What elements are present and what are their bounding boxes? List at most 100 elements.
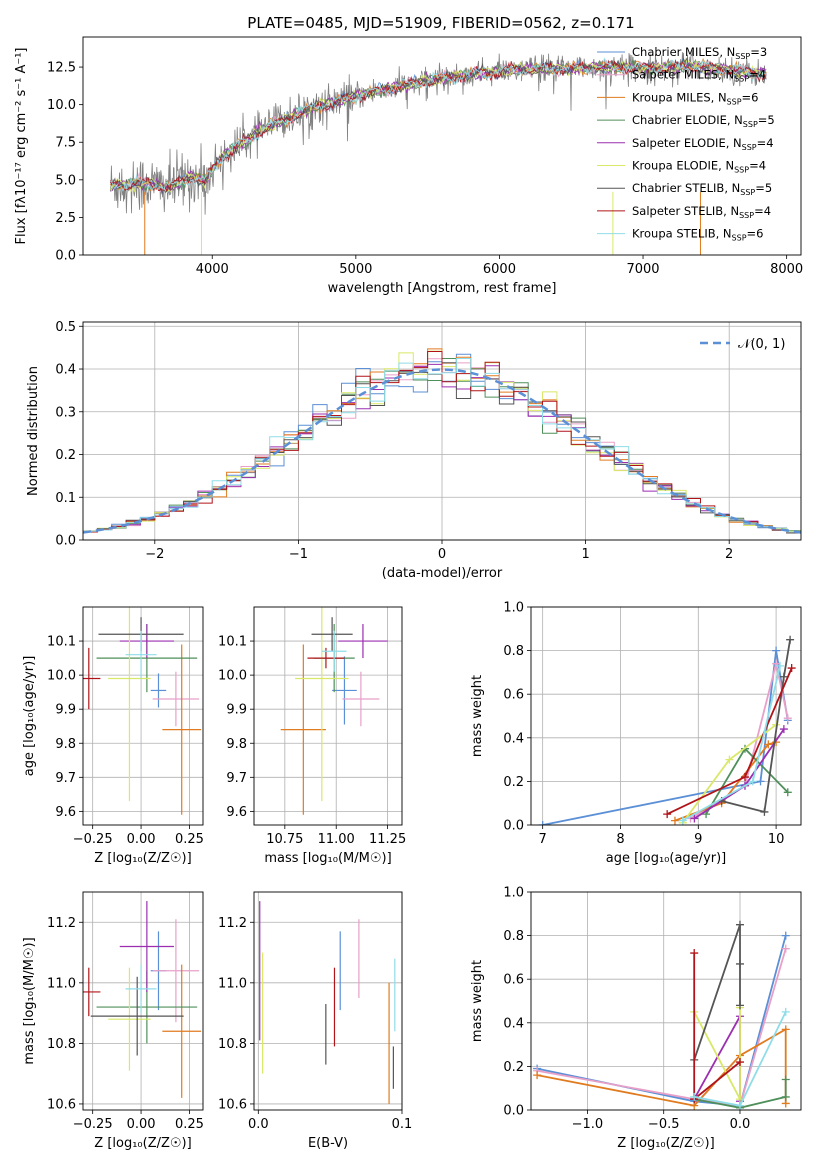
series-marker bbox=[735, 1101, 744, 1110]
axes-frame bbox=[530, 606, 802, 826]
series-line bbox=[693, 924, 741, 1061]
legend-label: Chabrier ELODIE, NSSP=5 bbox=[632, 113, 775, 129]
series-marker bbox=[786, 635, 795, 644]
series-marker bbox=[781, 1007, 790, 1016]
series-marker bbox=[538, 821, 547, 825]
y-tick-label: 10.8 bbox=[47, 1037, 76, 1052]
series-marker bbox=[725, 755, 734, 764]
y-tick-label: 0.4 bbox=[503, 1016, 524, 1031]
legend-label: Kroupa STELIB, NSSP=6 bbox=[632, 227, 763, 243]
series-salpeter-stelib bbox=[663, 664, 796, 819]
y-tick-label: 0.0 bbox=[55, 249, 76, 264]
x-axis-label: wavelength [Angstrom, rest frame] bbox=[328, 281, 557, 296]
chart-age_vs_Z: −0.25 0.00 0.25 9.6 9.7 9.8 9.9 10.0 10.1 Z [log₁… bbox=[22, 606, 204, 866]
point-salpeter-miles bbox=[342, 671, 380, 727]
x-tick-label: 0.1 bbox=[392, 1117, 413, 1132]
y-axis-label: mass weight bbox=[470, 960, 485, 1042]
point-kroupa-stelib bbox=[125, 630, 157, 679]
plot-area bbox=[83, 348, 801, 534]
legend-label: Chabrier STELIB, NSSP=5 bbox=[632, 181, 772, 197]
series-marker bbox=[663, 810, 672, 819]
y-tick-label: 11.2 bbox=[218, 916, 247, 931]
y-tick-label: 1.0 bbox=[503, 886, 524, 901]
y-tick-label: 1.0 bbox=[503, 601, 524, 616]
x-axis-label: E(B-V) bbox=[308, 1136, 348, 1151]
x-tick-label: 10.75 bbox=[266, 832, 303, 847]
series-marker bbox=[779, 672, 788, 681]
point-salpeter-elodie bbox=[338, 624, 388, 659]
point-kroupa-elodie bbox=[108, 967, 151, 1071]
x-tick-label: 10 bbox=[768, 832, 785, 847]
model-line-kroupa-elodie bbox=[109, 57, 767, 194]
x-tick-label: 0.00 bbox=[127, 1117, 156, 1132]
x-tick-label: 6000 bbox=[483, 262, 516, 277]
series-line bbox=[536, 948, 787, 1107]
y-tick-label: 9.7 bbox=[226, 771, 247, 786]
x-tick-label: 4000 bbox=[196, 262, 229, 277]
y-tick-label: 9.6 bbox=[226, 805, 247, 820]
point-kroupa-stelib bbox=[321, 630, 347, 672]
series-line bbox=[693, 1015, 741, 1102]
x-tick-label: 8000 bbox=[770, 262, 803, 277]
x-axis-label: age [log₁₀(age/yr)] bbox=[606, 851, 727, 866]
legend-label: Salpeter MILES, NSSP=4 bbox=[632, 68, 766, 84]
x-tick-label: 0.00 bbox=[127, 832, 156, 847]
series-chabrier-stelib bbox=[717, 635, 795, 816]
series-kroupa-stelib bbox=[690, 1007, 790, 1110]
series-marker bbox=[756, 777, 765, 786]
point-kroupa-stelib bbox=[125, 964, 157, 1014]
point-chabrier-stelib bbox=[90, 976, 184, 1056]
plot-area bbox=[280, 607, 388, 815]
series-marker bbox=[760, 807, 769, 816]
y-axis-label: Normed distribution bbox=[26, 366, 41, 496]
series-kroupa-elodie bbox=[690, 1003, 744, 1104]
y-tick-label: 10.0 bbox=[47, 98, 76, 113]
point-chabrier-stelib bbox=[311, 617, 353, 652]
x-tick-label: 0.25 bbox=[175, 1117, 204, 1132]
series-marker bbox=[783, 714, 792, 723]
series-marker bbox=[781, 931, 790, 940]
y-tick-label: 0.2 bbox=[55, 448, 76, 463]
series-marker bbox=[678, 816, 687, 825]
series-marker bbox=[690, 949, 699, 958]
y-tick-label: 0.8 bbox=[503, 929, 524, 944]
series-marker bbox=[772, 646, 781, 655]
y-tick-label: 10.6 bbox=[47, 1097, 76, 1112]
chart-weight_vs_age: 7 8 9 10 0.0 0.2 0.4 0.6 0.8 1.0 age [log₁₀(age/yr… bbox=[470, 601, 802, 866]
y-axis-label: mass [log₁₀(M/M☉)] bbox=[22, 937, 37, 1064]
x-tick-label: 9 bbox=[694, 832, 702, 847]
model-line-chabrier-stelib bbox=[110, 56, 767, 195]
chart-age_vs_mass: 10.75 11.00 11.25 9.6 9.7 9.8 9.9 10.0 10.1 mass … bbox=[218, 606, 406, 866]
plot-area bbox=[538, 635, 796, 825]
x-tick-label: 8 bbox=[616, 832, 624, 847]
series-marker bbox=[783, 788, 792, 797]
chart-mass_vs_EBV: 0.0 0.1 10.6 10.8 11.0 11.2 E(B-V) bbox=[218, 891, 413, 1151]
y-tick-label: 10.1 bbox=[218, 635, 247, 650]
plot-area bbox=[259, 901, 396, 1104]
x-axis-label: Z [log₁₀(Z/Z☉)] bbox=[94, 1136, 191, 1151]
series-marker bbox=[764, 740, 773, 749]
legend-label: Kroupa ELODIE, NSSP=4 bbox=[632, 159, 766, 175]
plot-area bbox=[109, 50, 767, 255]
x-tick-label: 11.00 bbox=[318, 832, 355, 847]
series-line bbox=[536, 935, 787, 1107]
x-tick-label: 5000 bbox=[339, 262, 372, 277]
x-tick-label: −1 bbox=[289, 547, 308, 562]
x-tick-label: 11.25 bbox=[369, 832, 406, 847]
point-chabrier-miles bbox=[332, 656, 357, 725]
series-marker bbox=[781, 1025, 790, 1034]
y-tick-label: 7.5 bbox=[55, 136, 76, 151]
x-tick-label: 0.0 bbox=[248, 1117, 269, 1132]
y-tick-label: 0.6 bbox=[503, 688, 524, 703]
series-marker bbox=[690, 1092, 699, 1101]
y-tick-label: 0.5 bbox=[55, 320, 76, 335]
chart-mass_vs_Z: −0.25 0.00 0.25 10.6 10.8 11.0 11.2 Z [log₁₀(Z/… bbox=[22, 891, 204, 1151]
y-tick-label: 0.0 bbox=[503, 1104, 524, 1119]
x-tick-label: 0.25 bbox=[175, 832, 204, 847]
series-kroupa-stelib bbox=[678, 661, 784, 825]
series-marker bbox=[670, 816, 679, 825]
x-axis-label: mass [log₁₀(M/M☉)] bbox=[264, 851, 391, 866]
y-tick-label: 2.5 bbox=[55, 211, 76, 226]
axes-frame bbox=[253, 606, 403, 826]
